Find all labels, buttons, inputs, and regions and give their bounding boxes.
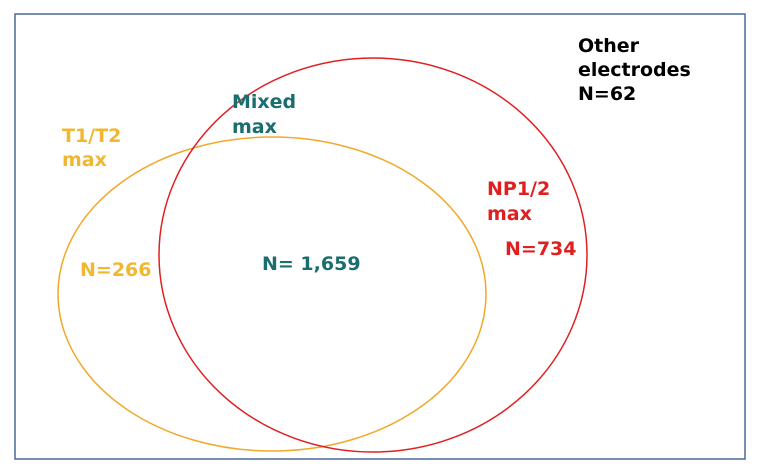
other-label-2: electrodes <box>578 59 691 81</box>
mixed-count: N= 1,659 <box>262 253 361 275</box>
frame <box>14 13 746 460</box>
np-count: N=734 <box>505 238 576 260</box>
t1t2-circle <box>57 136 487 452</box>
other-label-1: Other <box>578 35 640 57</box>
t1t2-label-1: T1/T2 <box>62 125 121 147</box>
np-circle <box>158 57 588 453</box>
mixed-label-1: Mixed <box>232 91 296 113</box>
t1t2-label-2: max <box>62 149 107 171</box>
mixed-label-2: max <box>232 116 277 138</box>
other-count: N=62 <box>578 83 636 105</box>
np-label-2: max <box>487 203 532 225</box>
np-label-1: NP1/2 <box>487 178 550 200</box>
t1t2-count: N=266 <box>80 259 151 281</box>
